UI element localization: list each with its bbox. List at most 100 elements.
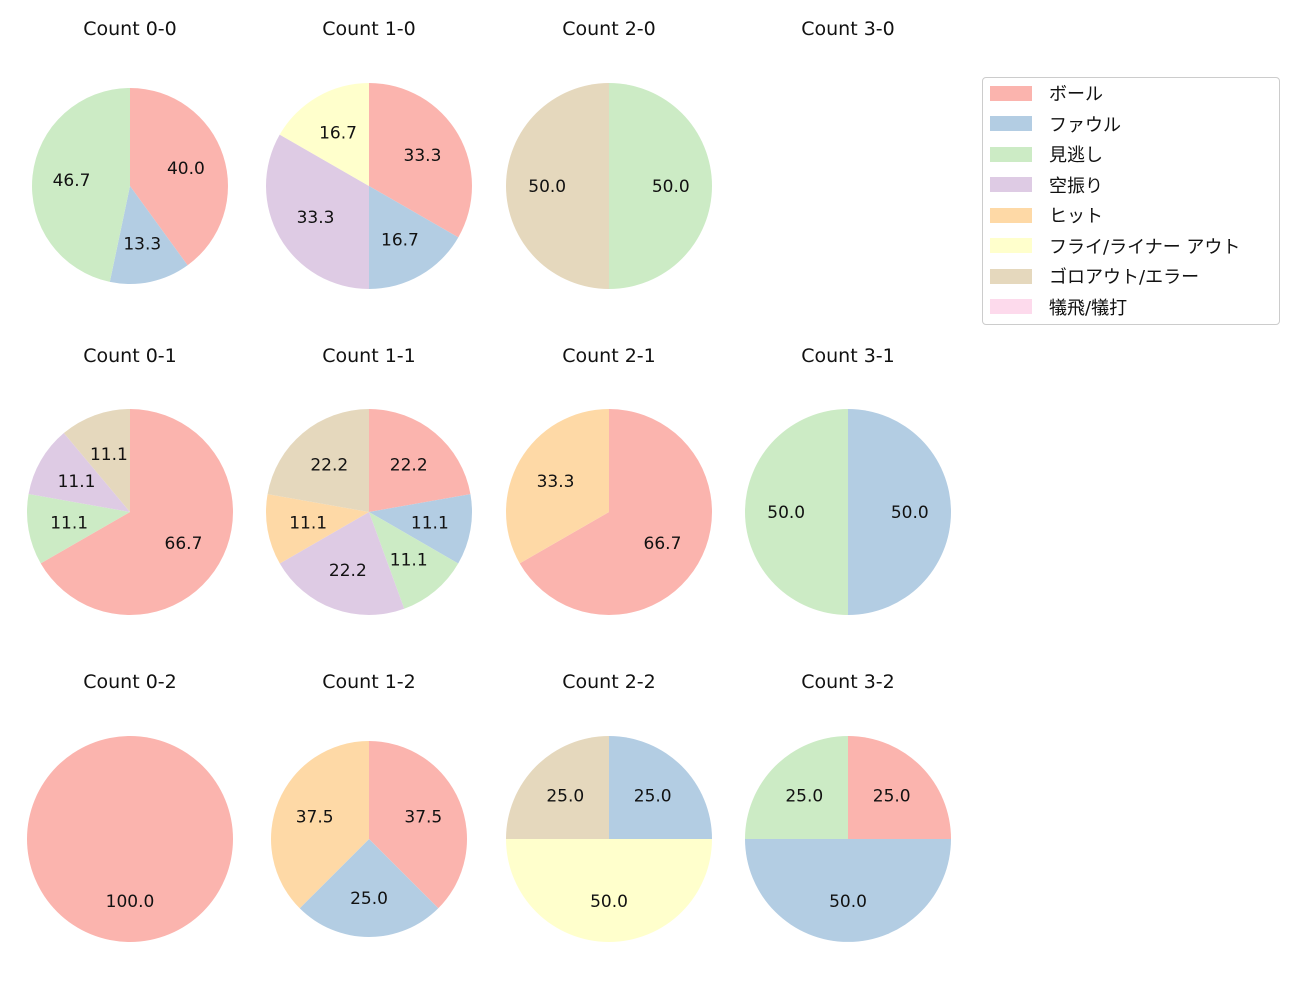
slice-label: 66.7 [165, 534, 203, 554]
slice-label: 100.0 [106, 892, 155, 912]
legend-label: ヒット [1049, 206, 1103, 227]
pie-slice [32, 88, 130, 282]
slice-label: 16.7 [381, 230, 419, 250]
pie-slice [369, 494, 473, 564]
legend-item: 犠飛/犠打 [990, 296, 1128, 319]
slice-label: 66.7 [644, 534, 682, 554]
legend-swatch [990, 299, 1032, 314]
pie-slice [369, 83, 472, 238]
slice-label: 50.0 [891, 503, 929, 523]
slice-label: 11.1 [58, 472, 96, 492]
slice-label: 11.1 [50, 514, 88, 534]
pie-slice [519, 409, 712, 615]
legend: ボールファウル見逃し空振りヒットフライ/ライナー アウト ゴロアウト/エラー 犠飛/… [982, 77, 1280, 325]
slice-label: 33.3 [404, 146, 442, 166]
pie-title: Count 1-1 [322, 345, 416, 367]
pie-slice [369, 741, 467, 909]
legend-item: 見逃し [990, 143, 1103, 166]
slice-label: 22.2 [310, 456, 348, 476]
pie-title: Count 1-2 [322, 671, 416, 693]
pie-slice [40, 409, 234, 615]
slice-label: 33.3 [297, 208, 335, 228]
legend-swatch [990, 207, 1032, 223]
legend-swatch [990, 85, 1032, 101]
pie-slice [609, 83, 712, 289]
slice-label: 25.0 [873, 786, 911, 806]
pie-slice [109, 186, 188, 284]
pie-slice [369, 409, 471, 512]
pie-count-1-2: Count 1-2 37.5 25.0 37.5 [271, 671, 467, 937]
pie-title: Count 3-0 [801, 18, 895, 40]
legend-swatch [990, 146, 1032, 162]
pie-title: Count 2-1 [562, 345, 656, 367]
legend-item: フライ/ライナー アウト [990, 235, 1241, 258]
legend-label: フライ/ライナー アウト [1049, 236, 1241, 258]
pie-count-3-1: Count 3-1 50.0 50.0 [745, 345, 951, 615]
legend-item: 空振り [990, 174, 1103, 197]
pie-count-2-1: Count 2-1 66.7 33.3 [506, 345, 712, 615]
pie-slice [27, 736, 233, 942]
slice-label: 25.0 [350, 889, 388, 909]
pie-title: Count 0-0 [83, 18, 177, 40]
legend-label: 見逃し [1049, 145, 1103, 166]
pie-slice [271, 741, 369, 909]
legend-item: ヒット [990, 204, 1103, 227]
legend-swatch [990, 116, 1032, 131]
pie-slice [506, 736, 609, 839]
pie-title: Count 3-1 [801, 345, 895, 367]
pie-slice [745, 839, 951, 942]
pie-slice [63, 409, 130, 512]
pie-title: Count 0-1 [83, 345, 177, 367]
slice-label: 11.1 [90, 445, 128, 465]
pie-count-2-0: Count 2-0 50.0 50.0 [506, 18, 712, 289]
slice-label: 25.0 [546, 786, 584, 806]
pie-slice [267, 409, 369, 512]
pie-title: Count 2-2 [562, 671, 656, 693]
pie-slice [506, 839, 712, 942]
pie-slice [506, 409, 609, 564]
legend-label: ゴロアウト/エラー [1049, 267, 1200, 288]
pie-count-3-0: Count 3-0 [801, 18, 895, 40]
pie-count-0-1: Count 0-1 66.7 11.1 11.1 11.1 [26, 345, 234, 615]
slice-label: 22.2 [329, 561, 367, 581]
pie-count-3-2: Count 3-2 25.0 50.0 25.0 [745, 671, 951, 942]
pie-count-2-2: Count 2-2 25.0 50.0 25.0 [506, 671, 712, 942]
pie-count-0-2: Count 0-2 100.0 [27, 671, 233, 942]
pie-title: Count 3-2 [801, 671, 895, 693]
pie-title: Count 0-2 [83, 671, 177, 693]
pie-slice [369, 186, 459, 289]
pie-slice [26, 493, 130, 564]
pie-slice [848, 409, 951, 615]
pie-slice [279, 83, 369, 186]
pie-slice [130, 88, 228, 266]
legend-label: 犠飛/犠打 [1049, 297, 1128, 319]
legend-swatch [990, 268, 1032, 284]
slice-label: 50.0 [528, 177, 566, 197]
pie-slice [265, 134, 369, 289]
pie-count-1-1: Count 1-1 22.2 11.1 11.1 22.2 11.1 22.2 [265, 345, 473, 615]
legend-label: ファウル [1049, 114, 1121, 136]
legend-label: 空振り [1049, 175, 1103, 197]
legend-item: ファウル [990, 113, 1121, 136]
slice-label: 11.1 [289, 514, 327, 534]
pie-count-0-0: Count 0-0 40.0 13.3 46.7 [32, 18, 228, 284]
pie-title: Count 2-0 [562, 18, 656, 40]
slice-label: 22.2 [390, 456, 428, 476]
slice-label: 37.5 [404, 807, 442, 827]
pie-slice [265, 494, 369, 564]
slice-label: 50.0 [767, 503, 805, 523]
pie-title: Count 1-0 [322, 18, 416, 40]
legend-swatch [990, 177, 1032, 192]
slice-label: 11.1 [390, 550, 428, 570]
pie-slice [28, 433, 130, 512]
slice-label: 46.7 [53, 171, 91, 191]
slice-label: 11.1 [411, 514, 449, 534]
slice-label: 25.0 [634, 786, 672, 806]
legend-label: ボール [1049, 84, 1103, 105]
pie-slice [369, 512, 459, 609]
slice-label: 40.0 [167, 159, 205, 179]
slice-label: 50.0 [590, 892, 628, 912]
pie-slice [848, 736, 951, 839]
